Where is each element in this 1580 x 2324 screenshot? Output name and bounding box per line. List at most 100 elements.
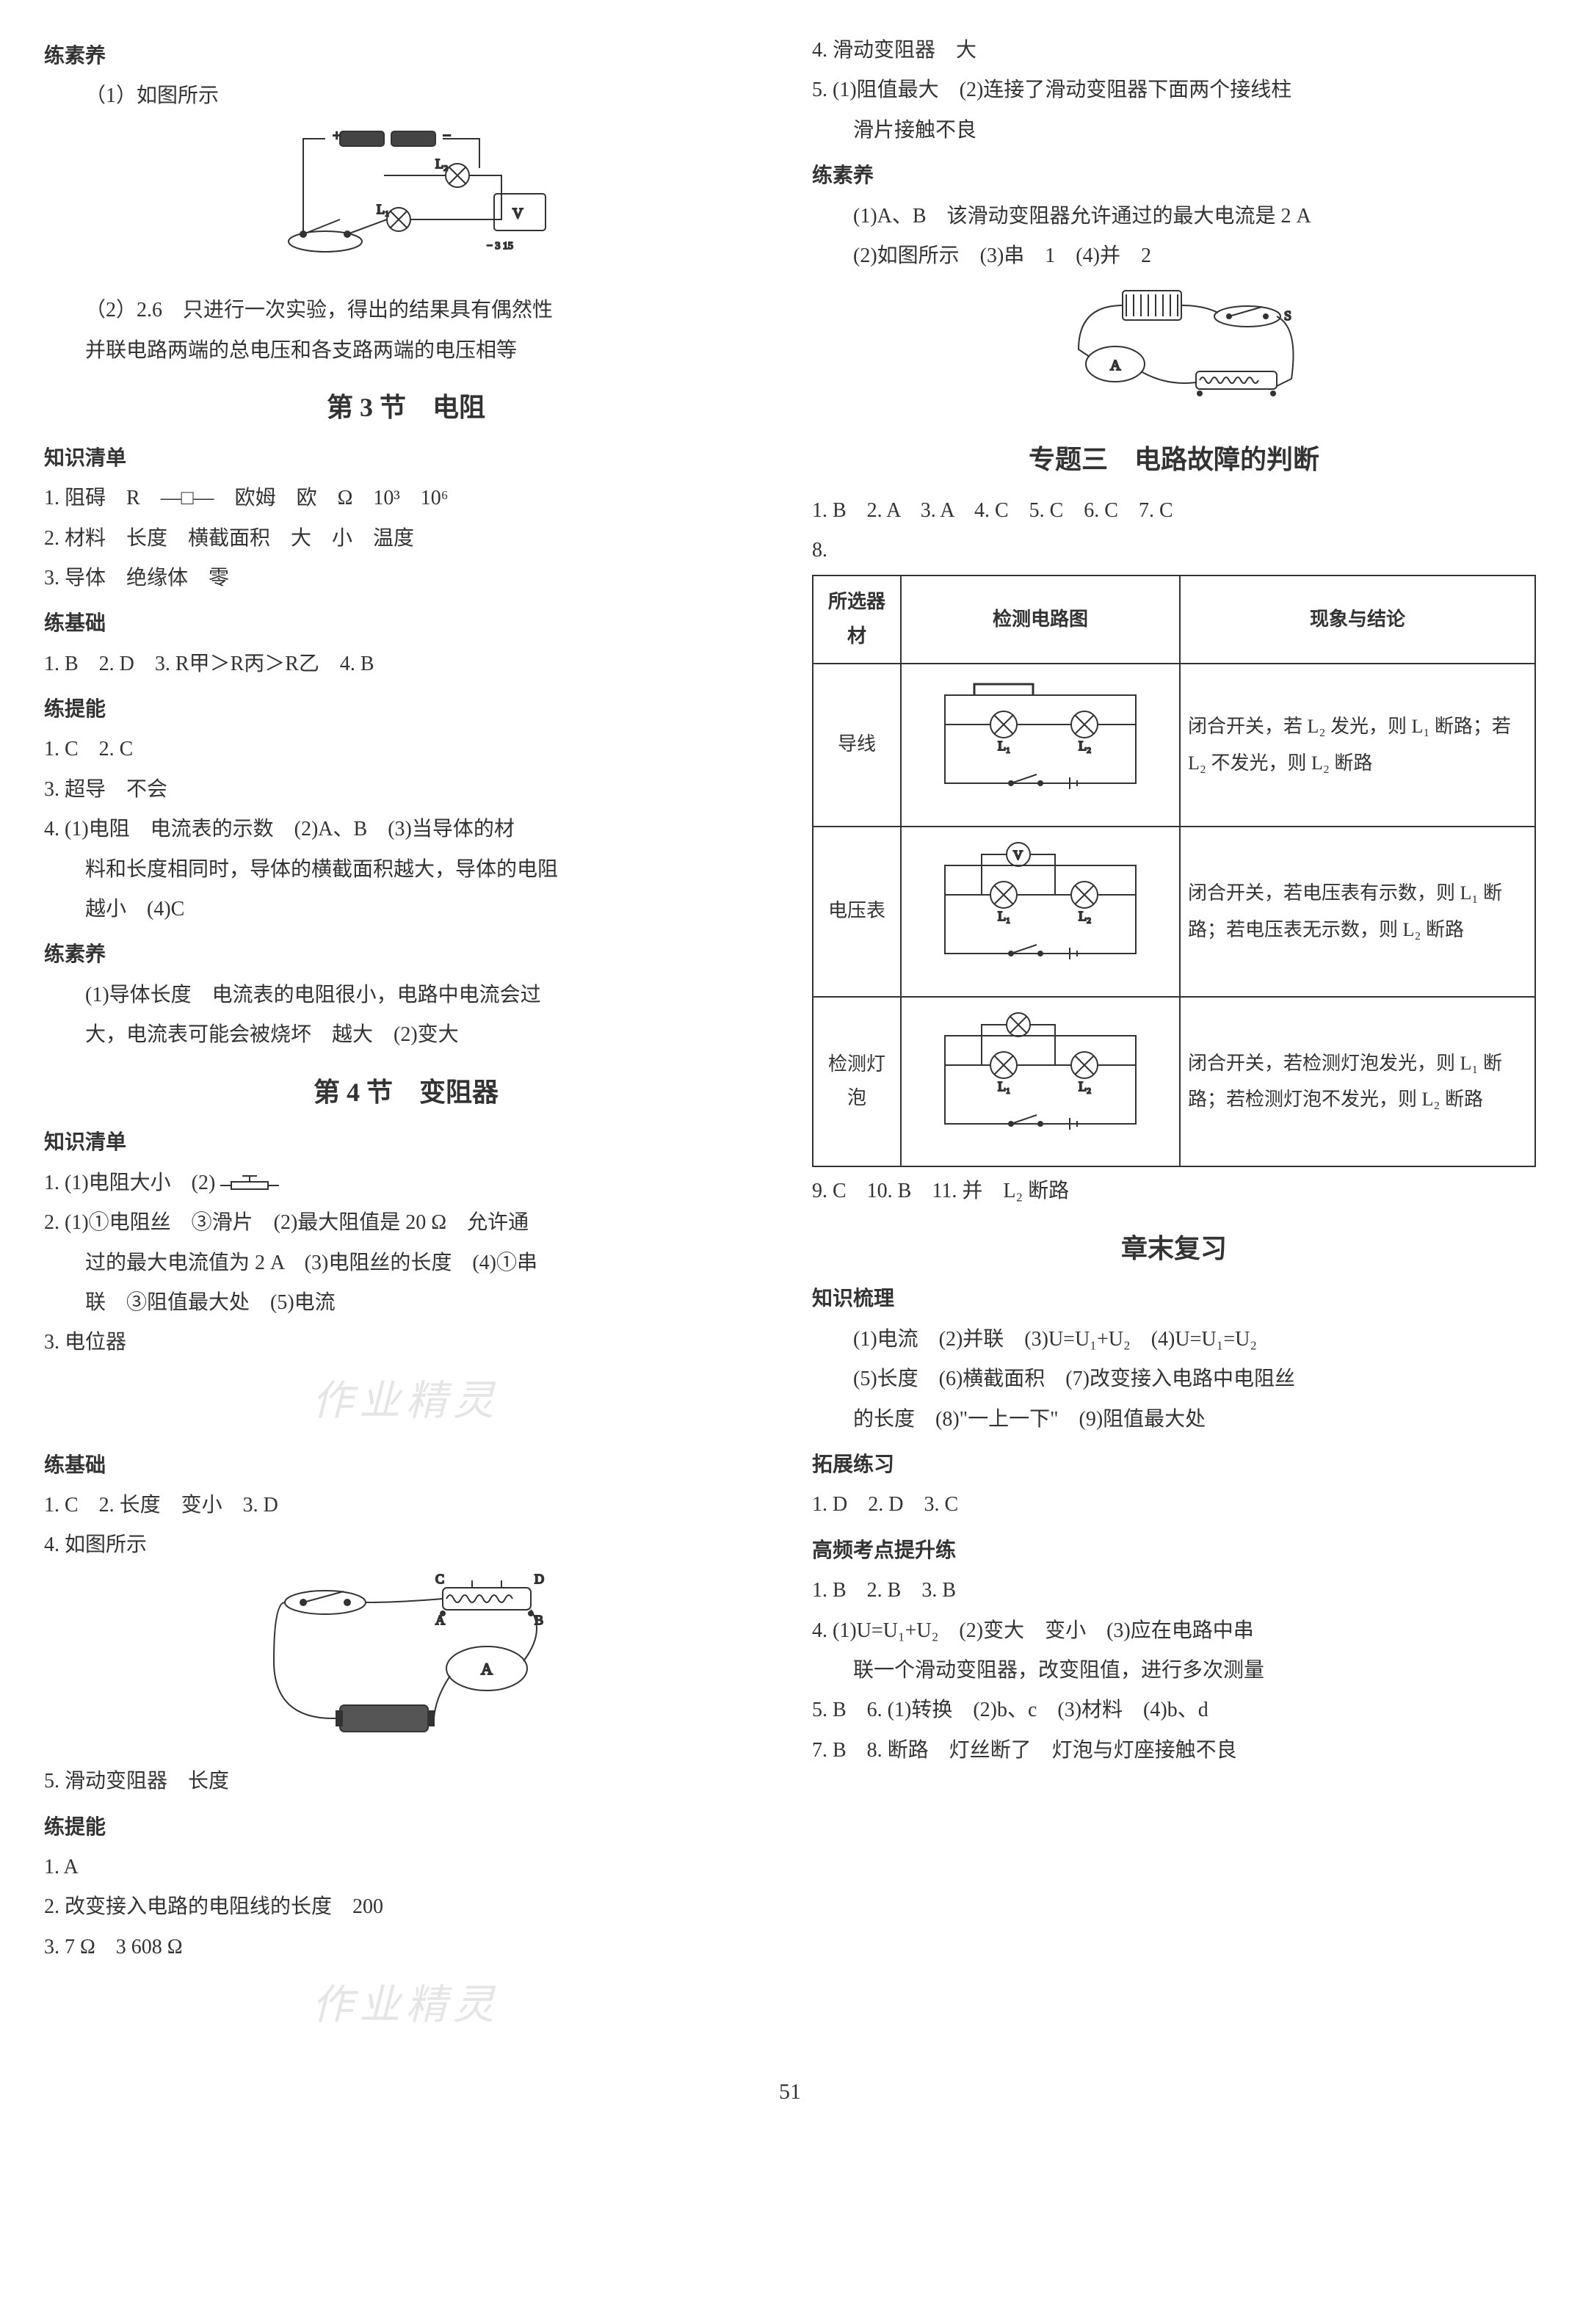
section-3-title: 第 3 节 电阻 bbox=[44, 384, 768, 432]
text-line: 2. 材料 长度 横截面积 大 小 温度 bbox=[44, 520, 768, 557]
table-header: 检测电路图 bbox=[901, 575, 1180, 664]
text-line: （2）2.6 只进行一次实验，得出的结果具有偶然性 bbox=[44, 292, 768, 329]
heading-suyang3: 练素养 bbox=[44, 937, 768, 973]
diagnosis-table: 所选器材 检测电路图 现象与结论 导线 L₁ L₂ bbox=[812, 575, 1536, 1167]
svg-text:A: A bbox=[481, 1660, 493, 1678]
svg-text:L₁: L₁ bbox=[998, 909, 1010, 923]
table-cell: 检测灯泡 bbox=[813, 997, 901, 1167]
svg-text:C: C bbox=[435, 1573, 444, 1586]
section-4-title: 第 4 节 变阻器 bbox=[44, 1069, 768, 1116]
text-line: 3. 电位器 bbox=[44, 1324, 768, 1361]
heading-zhishi3: 知识清单 bbox=[44, 440, 768, 477]
svg-text:A: A bbox=[1110, 357, 1121, 374]
text-line: 5. 滑动变阻器 长度 bbox=[44, 1763, 768, 1800]
svg-text:S: S bbox=[1284, 308, 1291, 323]
text-line: 1. B 2. B 3. B bbox=[812, 1572, 1536, 1609]
text-line: 料和长度相同时，导体的横截面积越大，导体的电阻 bbox=[44, 851, 768, 888]
text-line: 1. 阻碍 R ⎯⎯□⎯⎯ 欧姆 欧 Ω 10³ 10⁶ bbox=[44, 480, 768, 517]
text-line: （1）如图所示 bbox=[44, 78, 768, 115]
table-header: 所选器材 bbox=[813, 575, 901, 664]
svg-text:−: − bbox=[443, 128, 451, 144]
table-cell: 闭合开关，若检测灯泡发光，则 L₁ 断路；若检测灯泡不发光，则 L₂ 断路 bbox=[1180, 997, 1535, 1167]
text-line: 越小 (4)C bbox=[44, 891, 768, 928]
text-line: 4. (1)U=U₁+U₂ (2)变大 变小 (3)应在电路中串 bbox=[812, 1613, 1536, 1649]
table-cell: 闭合开关，若电压表有示数，则 L₁ 断路；若电压表无示数，则 L₂ 断路 bbox=[1180, 827, 1535, 997]
heading-tuozhan: 拓展练习 bbox=[812, 1447, 1536, 1484]
text-line: (1)导体长度 电流表的电阻很小，电路中电流会过 bbox=[44, 977, 768, 1014]
text-line: 2. 改变接入电路的电阻线的长度 200 bbox=[44, 1889, 768, 1925]
heading-tineng4: 练提能 bbox=[44, 1809, 768, 1846]
text-line: 7. B 8. 断路 灯丝断了 灯泡与灯座接触不良 bbox=[812, 1732, 1536, 1769]
table-cell-diagram: L₁ L₂ bbox=[901, 997, 1180, 1167]
text-line: 1. C 2. C bbox=[44, 731, 768, 768]
svg-text:L₂: L₂ bbox=[1079, 738, 1091, 753]
svg-text:L₁: L₁ bbox=[377, 202, 389, 217]
circuit-diagram-2: C D A B A bbox=[44, 1573, 768, 1754]
table-cell-diagram: L₁ L₂ bbox=[901, 664, 1180, 827]
heading-suyang1: 练素养 bbox=[44, 38, 768, 75]
text-line: 3. 导体 绝缘体 零 bbox=[44, 560, 768, 597]
text-line: (1)A、B 该滑动变阻器允许通过的最大电流是 2 A bbox=[812, 198, 1536, 235]
text-line: 1. C 2. 长度 变小 3. D bbox=[44, 1487, 768, 1524]
text-line: 滑片接触不良 bbox=[812, 112, 1536, 149]
review-title: 章末复习 bbox=[812, 1225, 1536, 1273]
text-line: 8. bbox=[812, 532, 1536, 569]
text-line: (2)如图所示 (3)串 1 (4)并 2 bbox=[812, 238, 1536, 275]
heading-tineng3: 练提能 bbox=[44, 691, 768, 728]
table-row: 导线 L₁ L₂ bbox=[813, 664, 1535, 827]
text-line: 5. B 6. (1)转换 (2)b、c (3)材料 (4)b、d bbox=[812, 1692, 1536, 1729]
watermark: 作业精灵 bbox=[44, 1365, 768, 1439]
heading-jichu3: 练基础 bbox=[44, 606, 768, 642]
special-3-title: 专题三 电路故障的判断 bbox=[812, 436, 1536, 484]
text-line: 并联电路两端的总电压和各支路两端的电压相等 bbox=[44, 333, 768, 369]
heading-suyang-r: 练素养 bbox=[812, 158, 1536, 195]
text-line: 3. 超导 不会 bbox=[44, 771, 768, 808]
table-cell-diagram: V L₁ L₂ bbox=[901, 827, 1180, 997]
svg-text:+: + bbox=[333, 128, 341, 144]
right-column: 4. 滑动变阻器 大 5. (1)阻值最大 (2)连接了滑动变阻器下面两个接线柱… bbox=[812, 29, 1536, 2043]
text-line: 大，电流表可能会被烧坏 越大 (2)变大 bbox=[44, 1017, 768, 1053]
text-line: 4. (1)电阻 电流表的示数 (2)A、B (3)当导体的材 bbox=[44, 811, 768, 848]
text-line: 的长度 (8)"一上一下" (9)阻值最大处 bbox=[812, 1401, 1536, 1438]
table-row: 电压表 V L₁ L₂ bbox=[813, 827, 1535, 997]
table-row: 检测灯泡 L₁ L₂ bbox=[813, 997, 1535, 1167]
svg-text:L₁: L₁ bbox=[998, 1079, 1010, 1094]
text-line: 联一个滑动变阻器，改变阻值，进行多次测量 bbox=[812, 1652, 1536, 1689]
table-header: 现象与结论 bbox=[1180, 575, 1535, 664]
heading-zhishi4: 知识清单 bbox=[44, 1125, 768, 1161]
left-column: 练素养 （1）如图所示 + − L₂ L₁ bbox=[44, 29, 768, 2043]
text-line: 1. D 2. D 3. C bbox=[812, 1486, 1536, 1523]
heading-gaopin: 高频考点提升练 bbox=[812, 1533, 1536, 1569]
text-line: 5. (1)阻值最大 (2)连接了滑动变阻器下面两个接线柱 bbox=[812, 72, 1536, 109]
text-line: (1)电流 (2)并联 (3)U=U₁+U₂ (4)U=U₁=U₂ bbox=[812, 1321, 1536, 1358]
svg-text:V: V bbox=[512, 206, 523, 222]
heading-jichu4: 练基础 bbox=[44, 1448, 768, 1484]
svg-text:L₂: L₂ bbox=[1079, 1079, 1091, 1094]
text-line: 4. 如图所示 bbox=[44, 1527, 768, 1564]
text-line: 1. B 2. D 3. R甲＞R丙＞R乙 4. B bbox=[44, 646, 768, 683]
table-cell: 导线 bbox=[813, 664, 901, 827]
text-line: 2. (1)①电阻丝 ③滑片 (2)最大阻值是 20 Ω 允许通 bbox=[44, 1205, 768, 1241]
circuit-diagram-3: S A bbox=[812, 283, 1536, 421]
table-header-row: 所选器材 检测电路图 现象与结论 bbox=[813, 575, 1535, 664]
text-line: 1. (1)电阻大小 (2) bbox=[44, 1165, 768, 1202]
watermark: 作业精灵 bbox=[44, 1969, 768, 2043]
text-line: 过的最大电流值为 2 A (3)电阻丝的长度 (4)①串 bbox=[44, 1245, 768, 1282]
svg-text:V: V bbox=[1013, 848, 1023, 863]
text-line: 联 ③阻值最大处 (5)电流 bbox=[44, 1285, 768, 1321]
text-line: 9. C 10. B 11. 并 L₂ 断路 bbox=[812, 1173, 1536, 1210]
table-cell: 闭合开关，若 L₂ 发光，则 L₁ 断路；若 L₂ 不发光，则 L₂ 断路 bbox=[1180, 664, 1535, 827]
page-number: 51 bbox=[44, 2072, 1536, 2112]
svg-text:− 3 15: − 3 15 bbox=[487, 241, 513, 252]
text-line: 4. 滑动变阻器 大 bbox=[812, 32, 1536, 69]
text-line: 1. B 2. A 3. A 4. C 5. C 6. C 7. C bbox=[812, 493, 1536, 529]
page-container: 练素养 （1）如图所示 + − L₂ L₁ bbox=[44, 29, 1536, 2043]
circuit-diagram-1: + − L₂ L₁ V − 3 15 bbox=[44, 124, 768, 283]
text-span: 1. (1)电阻大小 (2) bbox=[44, 1172, 215, 1194]
table-cell: 电压表 bbox=[813, 827, 901, 997]
text-line: (5)长度 (6)横截面积 (7)改变接入电路中电阻丝 bbox=[812, 1361, 1536, 1398]
text-line: 3. 7 Ω 3 608 Ω bbox=[44, 1929, 768, 1966]
svg-text:L₂: L₂ bbox=[1079, 909, 1091, 923]
heading-shuli: 知识梳理 bbox=[812, 1281, 1536, 1318]
svg-text:L₁: L₁ bbox=[998, 738, 1010, 753]
